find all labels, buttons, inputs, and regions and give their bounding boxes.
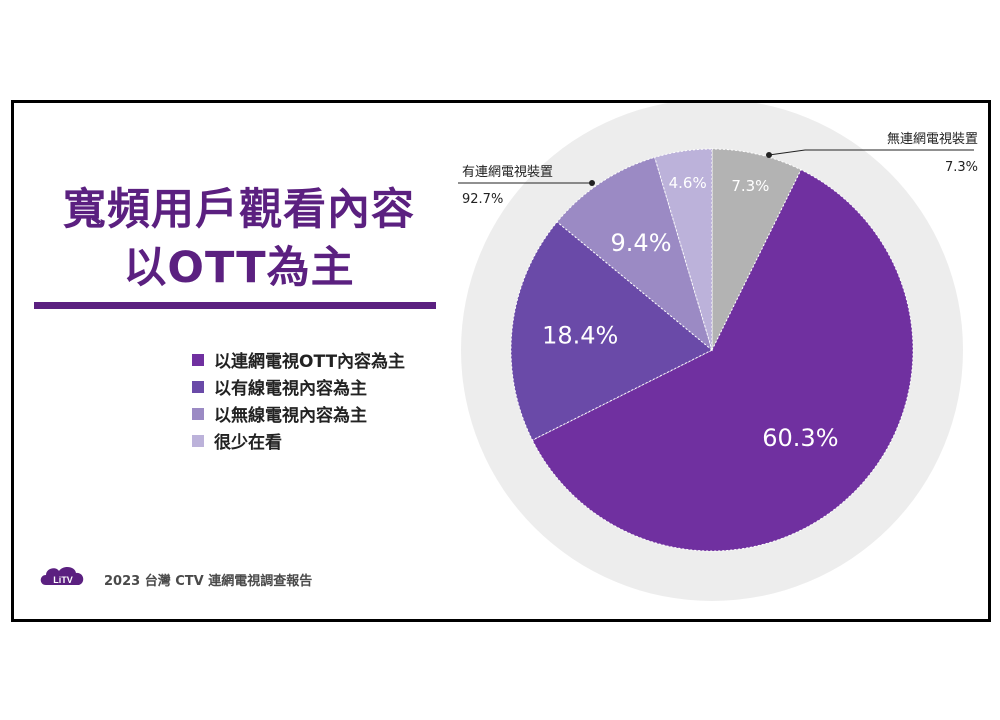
chart-legend: 以連網電視OTT內容為主 以有線電視內容為主 以無線電視內容為主 很少在看 (192, 346, 405, 454)
slice-rarely (654, 148, 713, 351)
slice-ott-label: 60.3% (762, 424, 838, 452)
callout-dot-unconnected (766, 152, 772, 158)
legend-item: 以無線電視內容為主 (192, 400, 405, 427)
legend-label: 以連網電視OTT內容為主 (214, 352, 406, 372)
legend-label: 以無線電視內容為主 (214, 406, 367, 426)
slice-terrestrial-label: 9.4% (611, 229, 672, 257)
callout-line-unconnected (768, 149, 806, 156)
slice-rarely-label: 4.6% (669, 174, 707, 192)
logo-text: LiTV (53, 575, 73, 585)
callout-value-unconnected: 7.3% (945, 160, 978, 175)
title-line-1: 寬頻用戶觀看內容 (63, 185, 415, 235)
callout-title-unconnected: 無連網電視裝置 (887, 132, 978, 147)
pie-chart: 7.3% 60.3% 18.4% 9.4% 4.6% 無連網電視裝置 7.3% 有連網電… (458, 103, 978, 601)
legend-label: 很少在看 (214, 433, 282, 453)
slice-unconnected-label: 7.3% (731, 177, 769, 195)
legend-swatch-terrestrial (192, 407, 204, 420)
callout-dot-connected (589, 180, 595, 186)
legend-swatch-cable (192, 380, 204, 393)
slide-frame: 寬頻用戶觀看內容 以OTT為主 以連網電視OTT內容為主 以有線電視內容為主 以… (11, 100, 991, 622)
legend-swatch-rarely (192, 434, 204, 447)
legend-item: 以連網電視OTT內容為主 (192, 346, 405, 373)
callout-title-connected: 有連網電視裝置 (462, 165, 553, 180)
legend-label: 以有線電視內容為主 (214, 379, 367, 399)
slice-cable (510, 221, 713, 441)
title-line-2: 以OTT為主 (123, 243, 355, 293)
legend-item: 很少在看 (192, 427, 405, 454)
litv-logo-icon: LiTV (40, 567, 84, 585)
slide-title: 寬頻用戶觀看內容 以OTT為主 (34, 181, 444, 297)
legend-swatch-ott (192, 353, 204, 366)
slice-terrestrial (556, 156, 713, 352)
legend-item: 以有線電視內容為主 (192, 373, 405, 400)
title-underline (34, 302, 436, 309)
footer-source: 2023 台灣 CTV 連網電視調查報告 (104, 574, 313, 589)
slice-ott (531, 169, 914, 552)
callout-value-connected: 92.7% (462, 192, 503, 207)
slice-cable-label: 18.4% (542, 321, 618, 349)
